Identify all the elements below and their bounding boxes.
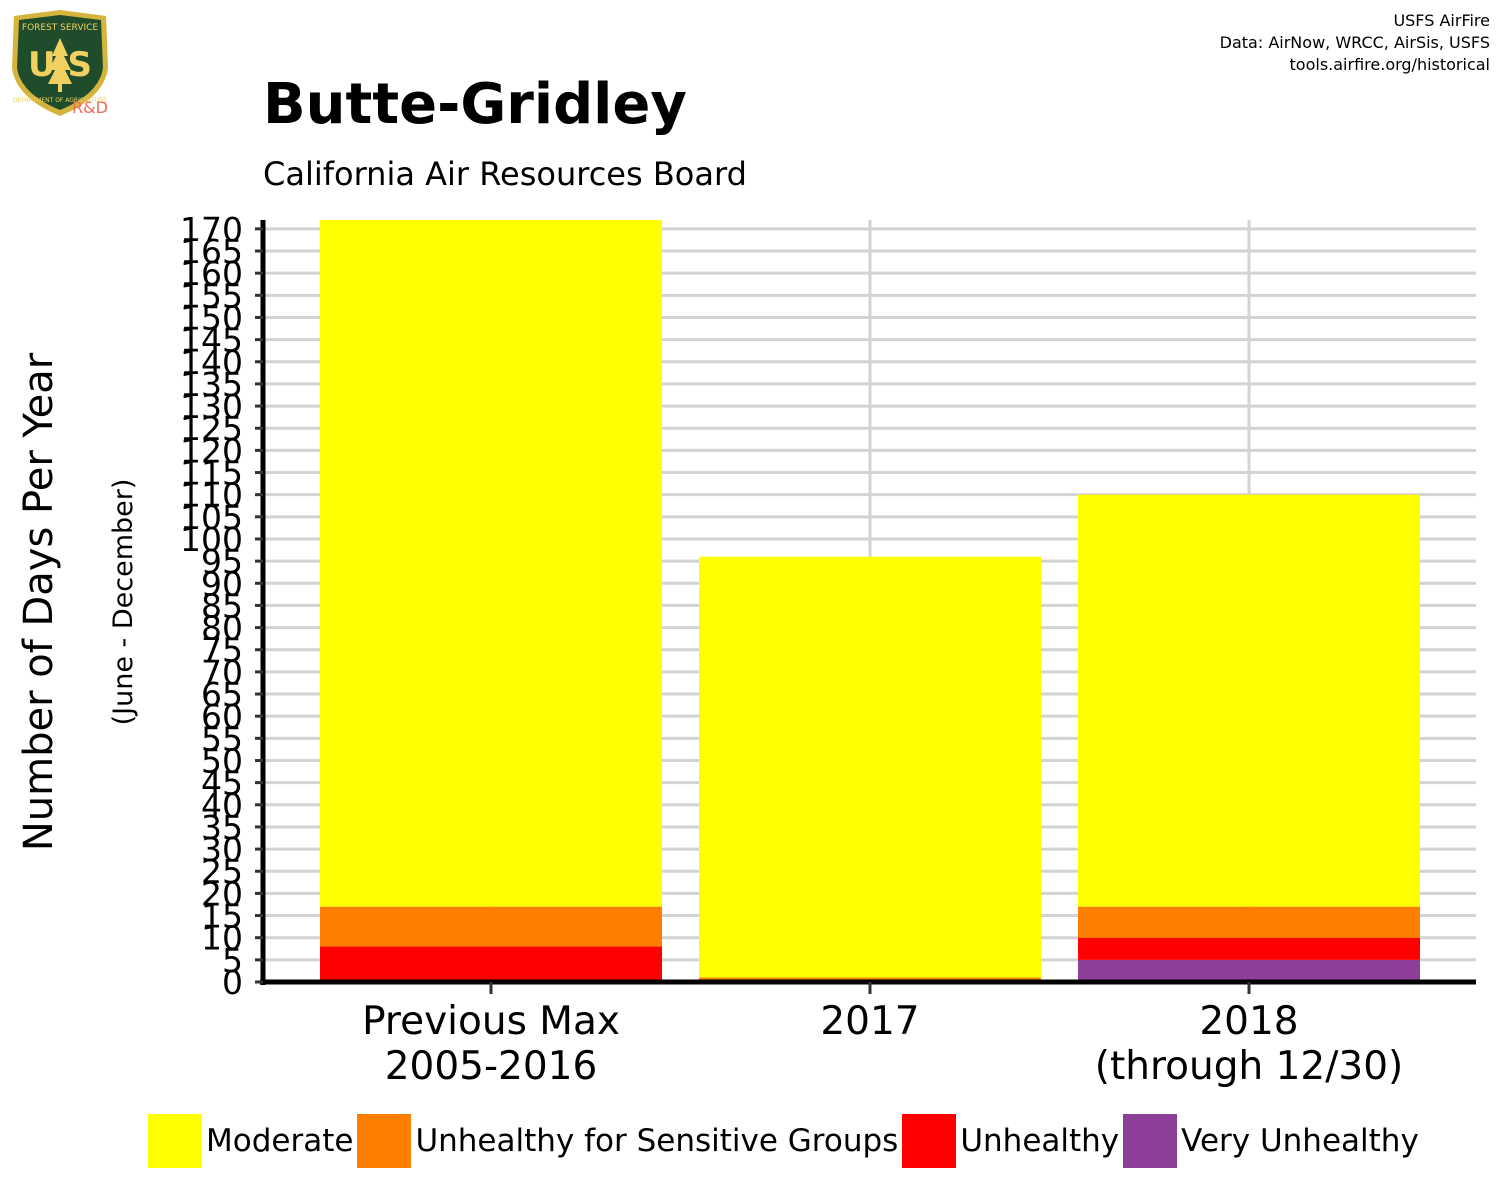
y-tick-label: 40 xyxy=(201,786,243,825)
chart-subtitle: California Air Resources Board xyxy=(263,155,747,193)
legend-swatch xyxy=(902,1114,957,1168)
legend-label: Moderate xyxy=(206,1123,354,1159)
y-tick-label: 155 xyxy=(180,276,243,315)
y-tick-label: 35 xyxy=(201,808,243,847)
legend-swatch xyxy=(1123,1114,1178,1168)
usfs-shield-logo: FOREST SERVICE U S DEPARTMENT OF AGRICUL… xyxy=(12,10,108,116)
y-tick-label: 70 xyxy=(201,653,243,692)
legend-label: Very Unhealthy xyxy=(1181,1123,1419,1159)
x-tick-label: 2018 xyxy=(1199,999,1298,1044)
y-tick-label: 115 xyxy=(180,454,243,493)
y-tick-label: 95 xyxy=(201,542,243,581)
y-tick-label: 50 xyxy=(201,741,243,780)
y-tick-label: 55 xyxy=(201,719,243,758)
axes: 0510152025303540455055606570758085909510… xyxy=(180,210,1476,1089)
y-tick-label: 165 xyxy=(180,232,243,271)
credit-line: tools.airfire.org/historical xyxy=(1289,55,1490,74)
y-tick-label: 15 xyxy=(201,897,243,936)
y-tick-label: 100 xyxy=(180,520,243,559)
y-tick-label: 170 xyxy=(180,210,243,249)
y-tick-label: 65 xyxy=(201,675,243,714)
legend-swatch xyxy=(148,1114,202,1168)
y-tick-label: 160 xyxy=(180,254,243,293)
y-tick-label: 45 xyxy=(201,764,243,803)
bar-segment xyxy=(1078,937,1420,960)
y-tick-label: 145 xyxy=(180,321,243,360)
credit-line: Data: AirNow, WRCC, AirSis, USFS xyxy=(1219,33,1490,52)
bar-segment xyxy=(1078,906,1420,938)
legend-item: Unhealthy xyxy=(902,1114,1119,1168)
bars xyxy=(320,220,1420,982)
y-tick-label: 30 xyxy=(201,830,243,869)
y-axis-label: Number of Days Per Year xyxy=(16,352,62,851)
y-axis-sublabel: (June - December) xyxy=(108,479,139,726)
x-tick-label: (through 12/30) xyxy=(1095,1044,1403,1089)
y-tick-label: 0 xyxy=(222,963,243,1002)
bar-segment xyxy=(699,556,1041,978)
y-tick-label: 80 xyxy=(201,609,243,648)
legend-label: Unhealthy for Sensitive Groups xyxy=(415,1123,899,1159)
y-tick-label: 150 xyxy=(180,298,243,337)
bar-segment xyxy=(320,220,662,907)
chart-title: Butte-Gridley xyxy=(263,72,687,137)
bar-segment xyxy=(1078,494,1420,907)
legend-swatch xyxy=(357,1114,412,1168)
y-tick-label: 25 xyxy=(201,852,243,891)
legend-item: Unhealthy for Sensitive Groups xyxy=(357,1114,898,1168)
svg-text:FOREST SERVICE: FOREST SERVICE xyxy=(22,23,99,33)
y-tick-label: 5 xyxy=(222,941,243,980)
y-tick-label: 135 xyxy=(180,365,243,404)
y-tick-label: 120 xyxy=(180,431,243,470)
legend-label: Unhealthy xyxy=(960,1123,1120,1159)
y-tick-label: 10 xyxy=(201,919,243,958)
bar-segment xyxy=(320,906,662,947)
x-tick-label: 2005-2016 xyxy=(385,1044,598,1089)
y-tick-label: 90 xyxy=(201,564,243,603)
credits: USFS AirFire Data: AirNow, WRCC, AirSis,… xyxy=(1220,10,1490,76)
y-tick-label: 105 xyxy=(180,498,243,537)
bar-segment xyxy=(1078,959,1420,982)
rd-badge: R&D xyxy=(72,98,108,117)
legend-item: Very Unhealthy xyxy=(1123,1114,1419,1168)
y-tick-label: 20 xyxy=(201,874,243,913)
y-tick-label: 110 xyxy=(180,476,243,515)
legend: Moderate Unhealthy for Sensitive Groups Un… xyxy=(148,1113,1423,1169)
bar-segment xyxy=(320,946,662,982)
credit-line: USFS AirFire xyxy=(1393,11,1490,30)
svg-text:DEPARTMENT OF AGRICULTURE: DEPARTMENT OF AGRICULTURE xyxy=(13,97,107,104)
legend-item: Moderate xyxy=(148,1114,353,1168)
y-tick-label: 60 xyxy=(201,697,243,736)
y-tick-label: 85 xyxy=(201,586,243,625)
y-tick-label: 130 xyxy=(180,387,243,426)
y-tick-label: 125 xyxy=(180,409,243,448)
y-tick-label: 140 xyxy=(180,343,243,382)
y-tick-label: 75 xyxy=(201,631,243,670)
x-tick-label: 2017 xyxy=(820,999,919,1044)
x-tick-label: Previous Max xyxy=(362,999,620,1044)
